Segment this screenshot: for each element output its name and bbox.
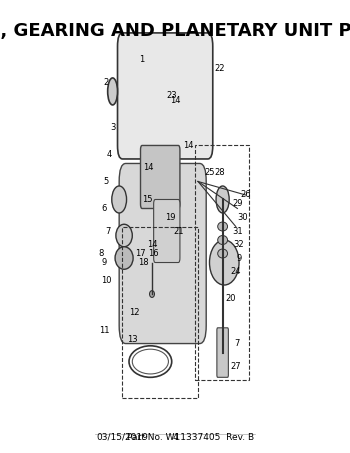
Text: 9: 9 [236,254,242,263]
Text: 23: 23 [166,92,177,101]
Text: 2: 2 [103,78,108,87]
Text: 14: 14 [170,96,180,105]
Text: Part No. W11337405  Rev. B: Part No. W11337405 Rev. B [127,433,254,442]
Circle shape [108,78,118,105]
Text: 17: 17 [135,249,146,258]
Text: 16: 16 [148,249,159,258]
Text: 12: 12 [129,308,139,317]
Text: 8: 8 [98,249,104,258]
Text: 11: 11 [99,326,110,335]
Text: 18: 18 [139,258,149,267]
Text: 24: 24 [231,267,241,276]
Text: 10: 10 [101,276,111,285]
Text: 22: 22 [214,64,225,73]
FancyBboxPatch shape [154,199,180,263]
Text: CASE, GEARING AND PLANETARY UNIT PARTS: CASE, GEARING AND PLANETARY UNIT PARTS [0,22,350,40]
Text: 28: 28 [214,168,225,177]
Text: 7: 7 [105,226,110,236]
Ellipse shape [149,291,154,298]
Text: 30: 30 [237,213,248,222]
Text: 15: 15 [142,195,152,204]
Text: 03/15/2019: 03/15/2019 [96,433,148,442]
Text: 29: 29 [232,199,243,208]
Text: 19: 19 [165,213,175,222]
Ellipse shape [218,222,228,231]
Text: 6: 6 [102,204,107,213]
Ellipse shape [218,236,228,245]
Text: 14: 14 [144,164,154,173]
FancyBboxPatch shape [119,164,206,343]
Text: 1: 1 [140,55,145,64]
Text: 13: 13 [127,335,138,343]
Ellipse shape [112,186,127,213]
FancyBboxPatch shape [140,145,180,208]
Bar [195,145,249,380]
Text: 20: 20 [226,294,236,303]
Text: 26: 26 [240,190,251,199]
Text: 32: 32 [234,240,244,249]
Text: 9: 9 [102,258,107,267]
Ellipse shape [115,247,133,269]
Ellipse shape [218,249,228,258]
Text: 14: 14 [183,141,194,150]
FancyBboxPatch shape [217,328,228,377]
Ellipse shape [210,240,239,285]
Text: 25: 25 [204,168,215,177]
Text: 7: 7 [235,339,240,348]
Bar [122,226,198,398]
Text: 21: 21 [173,226,183,236]
Text: 4: 4 [172,433,178,442]
Text: 31: 31 [232,226,243,236]
Text: 27: 27 [230,361,241,371]
Text: 4: 4 [107,150,112,159]
FancyBboxPatch shape [118,33,213,159]
Ellipse shape [116,224,132,247]
Text: 14: 14 [147,240,157,249]
Ellipse shape [216,186,229,213]
Text: 5: 5 [103,177,108,186]
Text: 3: 3 [110,123,115,132]
